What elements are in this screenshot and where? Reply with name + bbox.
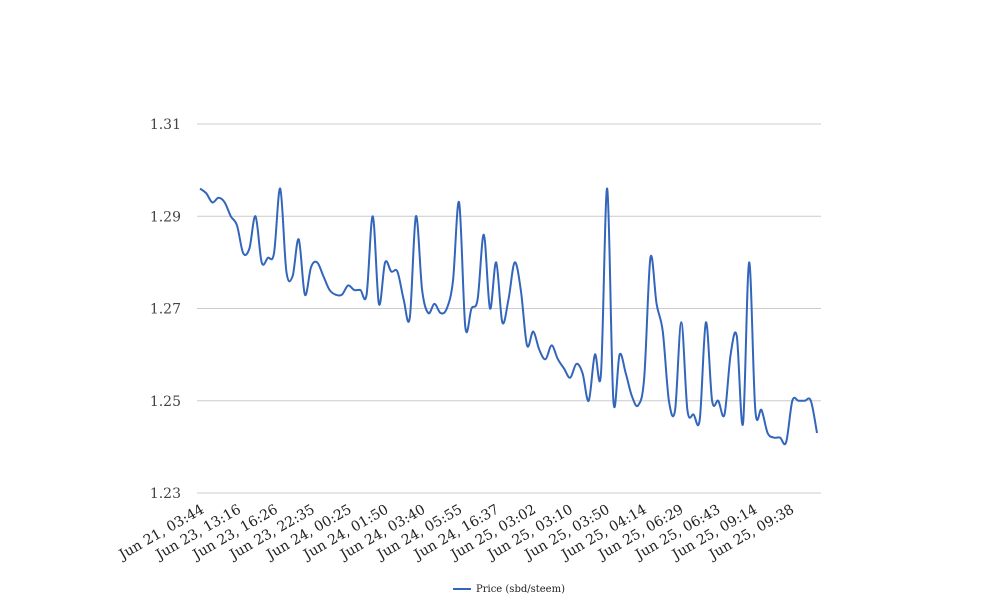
- y-tick-label: 1.25: [150, 394, 181, 410]
- y-tick-label: 1.23: [150, 486, 181, 502]
- series-line-price: [199, 187, 818, 446]
- legend-label: Price (sbd/steem): [476, 584, 565, 595]
- y-tick-label: 1.29: [150, 209, 181, 225]
- legend: Price (sbd/steem): [453, 584, 565, 595]
- y-axis-ticks: 1.23 1.25 1.27 1.29 1.31: [150, 117, 181, 502]
- gridlines: [197, 123, 821, 494]
- series-lines: [199, 187, 818, 446]
- y-tick-label: 1.31: [150, 117, 181, 133]
- y-tick-label: 1.27: [150, 302, 181, 318]
